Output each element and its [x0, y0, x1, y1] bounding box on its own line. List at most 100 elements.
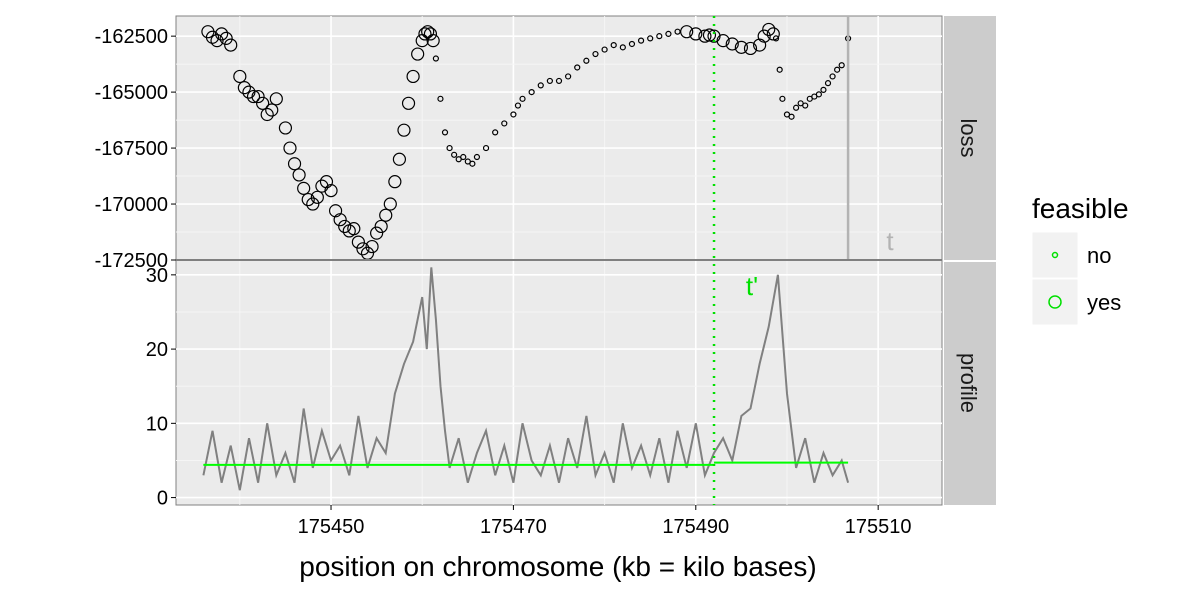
loss-point-yes: [347, 222, 361, 236]
loss-point-yes: [324, 184, 338, 198]
loss-point-no: [820, 86, 827, 93]
loss-point-no: [437, 95, 444, 102]
loss-point-no: [610, 42, 617, 49]
loss-point-yes: [237, 81, 251, 95]
loss-point-no: [637, 37, 645, 44]
loss-point-yes: [278, 121, 293, 135]
loss-point-no: [592, 50, 599, 58]
profile-y-tick-label: 0: [157, 488, 168, 510]
loss-point-yes: [210, 34, 224, 48]
loss-point-no: [829, 73, 836, 80]
loss-point-yes: [397, 123, 411, 137]
loss-point-yes: [401, 96, 416, 110]
loss-point-yes: [356, 242, 370, 256]
segment-lines: [203, 461, 849, 466]
loss-point-yes: [351, 235, 365, 249]
loss-point-yes: [426, 34, 440, 48]
loss-point-no: [824, 80, 832, 87]
legend-label-no: no: [1087, 243, 1111, 268]
loss-panel: [175, 15, 943, 261]
profile-panel: [175, 259, 943, 506]
loss-point-yes: [379, 208, 393, 222]
loss-point-no: [565, 73, 572, 80]
loss-point-yes: [297, 181, 311, 195]
loss-point-no: [451, 151, 458, 158]
loss-point-no: [510, 111, 517, 118]
legend-key-no: [1031, 231, 1079, 279]
loss-point-yes: [338, 219, 352, 234]
loss-y-tick-label: -172500: [95, 250, 168, 272]
loss-point-no: [441, 129, 449, 136]
t-prime-label: t': [746, 271, 758, 301]
loss-point-yes: [260, 107, 274, 122]
loss-point-no: [574, 64, 581, 71]
loss-y-tick-label: -170000: [95, 194, 168, 216]
loss-point-no: [601, 46, 608, 53]
loss-strip: [944, 16, 996, 260]
t-label: t: [886, 226, 894, 256]
x-axis: 175450 175470 175490 175510: [298, 505, 912, 538]
loss-point-yes: [702, 28, 717, 42]
loss-point-no: [469, 160, 476, 167]
loss-point-no: [583, 57, 590, 64]
legend-marker-no: [1051, 251, 1059, 259]
legend: feasible no yes: [1031, 193, 1129, 326]
loss-point-yes: [219, 31, 233, 45]
loss-point-yes: [680, 25, 694, 39]
loss-point-no: [432, 55, 439, 62]
profile-strip-label: profile: [956, 353, 981, 413]
loss-point-no: [501, 120, 508, 127]
loss-point-yes: [269, 92, 283, 106]
loss-point-no: [656, 33, 663, 40]
x-tick-label: 175510: [845, 516, 912, 538]
loss-point-yes: [251, 89, 265, 104]
loss-point-no: [647, 35, 654, 42]
x-tick-label: 175450: [298, 516, 365, 538]
loss-point-no: [792, 104, 800, 111]
profile-y-axis: 0 10 20 30: [146, 265, 176, 510]
loss-point-yes: [265, 103, 279, 117]
loss-point-no: [555, 77, 563, 85]
loss-point-yes: [233, 69, 247, 84]
loss-point-yes: [725, 37, 739, 51]
loss-point-no: [776, 66, 783, 73]
loss-point-yes: [766, 27, 780, 41]
profile-line: [202, 267, 850, 491]
loss-point-no: [838, 62, 845, 69]
loss-point-yes: [734, 40, 748, 54]
loss-point-yes: [292, 168, 306, 182]
loss-y-tick-label: -167500: [95, 138, 168, 160]
loss-point-yes: [383, 197, 397, 211]
loss-point-no: [665, 30, 672, 38]
loss-point-yes: [392, 152, 407, 166]
loss-point-yes: [224, 38, 238, 52]
loss-point-yes: [306, 197, 320, 211]
strips: loss profile: [944, 16, 996, 505]
loss-points: [201, 22, 852, 260]
loss-point-no: [772, 35, 780, 42]
loss-point-no: [519, 95, 526, 102]
loss-point-yes: [406, 69, 420, 84]
loss-point-yes: [283, 141, 297, 155]
loss-y-axis: -162500 -165000 -167500 -170000 -172500: [95, 26, 176, 272]
loss-point-yes: [757, 29, 771, 43]
loss-point-yes: [423, 27, 438, 41]
loss-point-yes: [214, 27, 229, 41]
loss-y-tick-label: -162500: [95, 26, 168, 48]
x-tick-label: 175490: [662, 516, 729, 538]
loss-point-yes: [411, 47, 425, 61]
loss-point-yes: [333, 213, 347, 227]
profile-strip: [944, 262, 996, 505]
loss-point-yes: [418, 27, 432, 41]
loss-y-tick-label: -165000: [95, 82, 168, 104]
loss-point-yes: [374, 219, 388, 234]
loss-strip-label: loss: [956, 118, 981, 157]
loss-point-no: [473, 153, 481, 161]
legend-key-yes: [1031, 278, 1079, 326]
loss-point-no: [528, 89, 535, 96]
loss-point-yes: [287, 157, 302, 171]
legend-label-yes: yes: [1087, 290, 1121, 315]
profile-y-tick-label: 20: [146, 339, 168, 361]
loss-point-no: [460, 153, 467, 161]
